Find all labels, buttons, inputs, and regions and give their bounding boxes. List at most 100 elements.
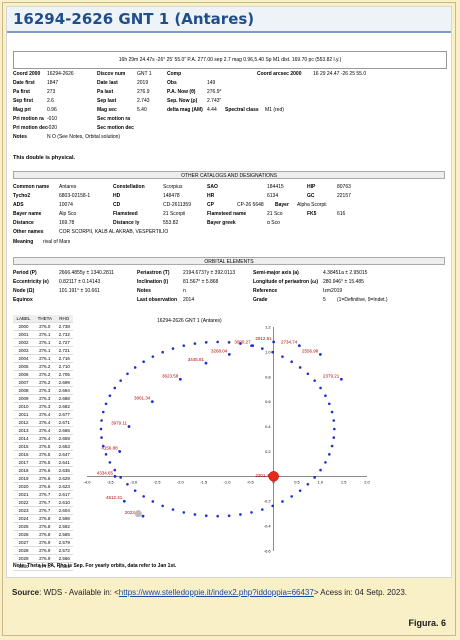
label: Mag sec xyxy=(97,107,117,113)
epoch-point xyxy=(339,377,343,381)
table-row: 2014 276.4 2.659 xyxy=(13,434,73,443)
label: CP xyxy=(207,202,214,208)
orbit-point xyxy=(171,508,175,511)
orbit-point xyxy=(261,347,264,350)
y-tick-label: -0.2 xyxy=(264,499,272,504)
table-cell: 2002 xyxy=(13,338,35,347)
epoch-point xyxy=(118,450,122,453)
value: 184415 xyxy=(267,184,284,190)
plot-title: 16294-2626 GNT 1 (Antares) xyxy=(157,318,222,324)
orbit-point xyxy=(290,495,293,498)
value: Scorpius xyxy=(163,184,183,190)
table-cell: 2015 xyxy=(13,442,35,451)
y-tick-label: 0.8 xyxy=(265,374,271,379)
orbit-point xyxy=(313,379,316,382)
epoch-label: 3268.04 xyxy=(211,348,228,353)
source-line: Source: WDS - Available in: <https://www… xyxy=(12,588,407,597)
table-cell: 276.6 xyxy=(34,466,56,475)
x-tick-label: -1.5 xyxy=(200,479,208,484)
table-cell: 2.738 xyxy=(55,322,73,331)
table-cell: 276.9 xyxy=(34,538,56,547)
table-cell: 2017 xyxy=(13,458,35,467)
table-cell: 276.2 xyxy=(34,370,56,379)
table-cell: 276.0 xyxy=(34,322,56,331)
table-row: 2015 276.5 2.653 xyxy=(13,442,73,451)
table-cell: 2005 xyxy=(13,362,35,371)
table-cell: 2024 xyxy=(13,514,35,523)
orbit-point xyxy=(161,504,164,508)
orbit-point xyxy=(328,453,331,456)
x-tick-label: -3.0 xyxy=(130,479,138,484)
value: 2666.4855y ± 1340.2811 xyxy=(59,270,114,276)
orbit-point xyxy=(108,394,112,398)
epoch-point xyxy=(272,340,276,344)
epoch-point xyxy=(318,352,322,356)
label: delta mag (AM) xyxy=(167,107,203,113)
orbit-point xyxy=(324,394,327,398)
label: Notes xyxy=(13,134,27,140)
orbit-point xyxy=(142,495,145,498)
label: Spectral class xyxy=(225,107,259,113)
table-cell: 2.716 xyxy=(55,354,73,363)
label: Pa last xyxy=(97,89,114,95)
table-cell: 276.3 xyxy=(34,386,56,395)
table-cell: 2.579 xyxy=(55,538,73,547)
orbit-point xyxy=(119,476,122,479)
table-row: 2020 276.6 2.623 xyxy=(13,482,73,491)
orbit-point xyxy=(319,468,322,472)
table-cell: 2.699 xyxy=(55,378,73,387)
value: COR SCORPII, KALB AL AKRAB, VESPERTILIO xyxy=(59,229,169,235)
label: Pa first xyxy=(13,89,30,95)
x-tick-label: 2.0 xyxy=(364,479,370,484)
label: Sep first xyxy=(13,98,34,104)
table-cell: 276.2 xyxy=(34,362,56,371)
source-link[interactable]: https://www.stelledoppie.it/index2.php?i… xyxy=(118,588,314,597)
table-cell: 2006 xyxy=(13,370,35,379)
value: CP-26 5648 xyxy=(237,202,264,208)
value: 276.9° xyxy=(207,89,222,95)
table-cell: 276.5 xyxy=(34,442,56,451)
epoch-label: 2912.51 xyxy=(255,336,272,341)
orbit-point xyxy=(313,476,316,479)
table-row: 2011 276.4 2.677 xyxy=(13,410,73,419)
physical-note: This double is physical. xyxy=(13,155,76,161)
table-row: 2025 276.8 2.592 xyxy=(13,522,73,531)
label: HIP xyxy=(307,184,316,190)
value: n xyxy=(183,288,186,294)
table-row: 2028 276.9 2.572 xyxy=(13,546,73,555)
table-cell: 276.4 xyxy=(34,434,56,443)
coords-line: 16h 29m 24.47s -26° 25' 55.0" P.A. 277.0… xyxy=(13,51,447,69)
epoch-point xyxy=(204,361,208,365)
value: -010 xyxy=(47,116,58,122)
table-cell: 276.7 xyxy=(34,498,56,507)
table-cell: 276.9 xyxy=(34,546,56,555)
orbit-point xyxy=(319,386,322,390)
orbit-point xyxy=(171,347,175,350)
table-row: 2026 276.8 2.585 xyxy=(13,530,73,539)
epoch-label: 3445.81 xyxy=(188,357,205,362)
orbit-point xyxy=(227,341,231,344)
epoch-point xyxy=(251,344,255,348)
value: 273 xyxy=(47,89,56,95)
epoch-point xyxy=(127,425,131,428)
table-cell: 2.682 xyxy=(55,402,73,411)
label: FK5 xyxy=(307,211,317,217)
table-cell: 2001 xyxy=(13,330,35,339)
column-header: RHO xyxy=(55,315,73,323)
table-cell: 276.5 xyxy=(34,458,56,467)
table-cell: 2016 xyxy=(13,450,35,459)
table-header-row: LABEL THETA RHO xyxy=(13,315,73,323)
table-cell: 2018 xyxy=(13,466,35,475)
source-tail: > Acess in: 04 Setp. 2023. xyxy=(313,588,408,597)
table-cell: 2.694 xyxy=(55,386,73,395)
value: 276.9 xyxy=(137,89,150,95)
y-tick-label: -0.4 xyxy=(264,524,272,529)
orbit-point xyxy=(142,360,145,364)
table-cell: 2004 xyxy=(13,354,35,363)
column-header: LABEL xyxy=(13,315,35,323)
table-row: 2006 276.2 2.705 xyxy=(13,370,73,379)
x-tick-label: -3.5 xyxy=(107,479,115,484)
value: 2194.6737y ± 392.0113 xyxy=(183,270,236,276)
label: Node (Ω) xyxy=(13,288,35,294)
orbit-point xyxy=(104,453,108,456)
